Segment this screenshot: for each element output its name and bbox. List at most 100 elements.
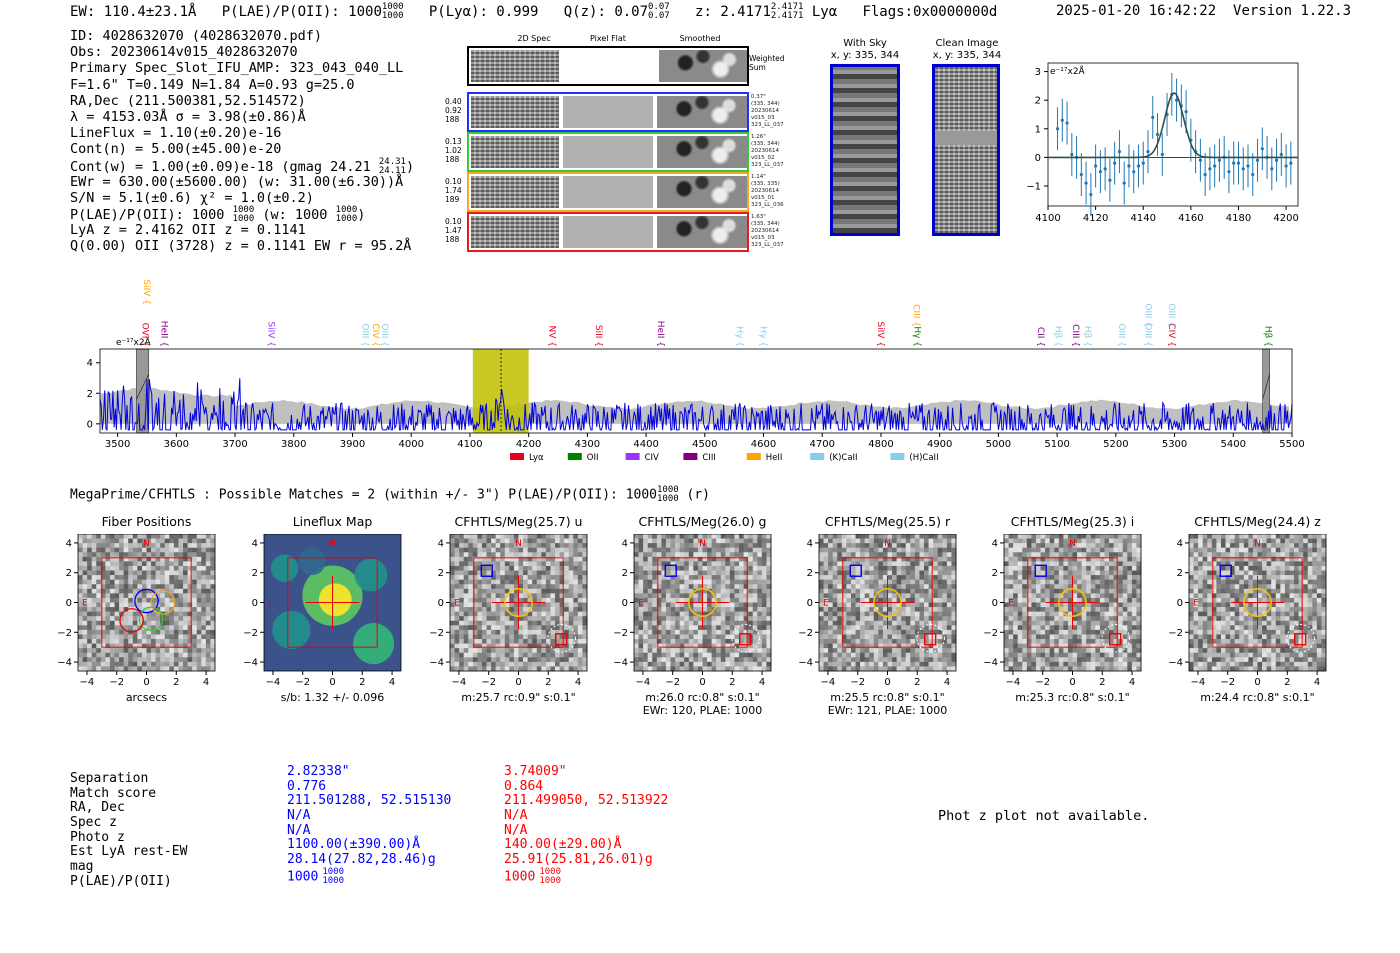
pixel bbox=[1022, 597, 1028, 603]
pixel bbox=[491, 620, 496, 626]
pixel bbox=[545, 584, 551, 590]
pixel bbox=[828, 625, 833, 631]
pixel bbox=[892, 607, 897, 612]
pixel bbox=[850, 639, 856, 644]
pixel bbox=[1109, 538, 1114, 544]
pixel bbox=[914, 593, 920, 599]
pixel bbox=[1035, 543, 1041, 548]
data-point bbox=[1141, 161, 1145, 165]
pixel bbox=[1109, 579, 1114, 585]
pixel bbox=[841, 625, 847, 631]
pixel bbox=[1045, 607, 1050, 612]
pixel bbox=[1136, 602, 1142, 608]
pixel bbox=[545, 547, 551, 553]
pixel bbox=[855, 634, 861, 640]
pixel bbox=[109, 629, 115, 635]
pixel bbox=[675, 648, 680, 654]
pixel bbox=[205, 657, 211, 663]
pixel bbox=[1031, 616, 1037, 622]
pixel bbox=[1127, 657, 1133, 663]
pixel bbox=[196, 657, 202, 663]
pixel bbox=[1122, 593, 1128, 599]
pixel bbox=[882, 575, 888, 580]
pixel bbox=[819, 565, 824, 571]
pixel bbox=[752, 648, 758, 654]
pixel bbox=[638, 657, 644, 663]
pixel bbox=[928, 575, 934, 580]
pixel bbox=[937, 643, 943, 649]
pixel bbox=[697, 588, 703, 594]
stamp-smoothed bbox=[657, 96, 747, 128]
pixel bbox=[679, 634, 685, 640]
pixel bbox=[536, 556, 542, 562]
pixel bbox=[105, 593, 111, 599]
pixel bbox=[841, 643, 847, 649]
pixel bbox=[887, 625, 893, 631]
pixel bbox=[1049, 634, 1055, 640]
pixel bbox=[459, 643, 464, 649]
pixel bbox=[210, 565, 216, 571]
pixel bbox=[841, 607, 847, 612]
pixel bbox=[1049, 556, 1055, 562]
pixel bbox=[887, 629, 893, 635]
pixel bbox=[1013, 593, 1018, 599]
x-tick-label: 3500 bbox=[105, 439, 130, 450]
pixel bbox=[1086, 593, 1092, 599]
pixel bbox=[887, 547, 893, 553]
pixel bbox=[205, 565, 211, 571]
pixel bbox=[656, 648, 662, 654]
pixel bbox=[91, 620, 97, 626]
pixel bbox=[541, 648, 547, 654]
pixel bbox=[582, 611, 588, 617]
pixel bbox=[495, 634, 501, 640]
pixel bbox=[1013, 648, 1018, 654]
pixel bbox=[1054, 661, 1060, 667]
pixel bbox=[1127, 534, 1133, 539]
pixel bbox=[550, 625, 556, 631]
pixel bbox=[192, 556, 198, 562]
pixel bbox=[656, 607, 662, 612]
pixel bbox=[905, 538, 911, 544]
pixel bbox=[491, 538, 496, 544]
pixel bbox=[450, 597, 455, 603]
pixel bbox=[910, 552, 916, 558]
pixel bbox=[761, 570, 767, 576]
fiber-stamp-row bbox=[467, 132, 749, 172]
pixel bbox=[850, 661, 856, 667]
pixel bbox=[697, 597, 703, 603]
stamp-col-title: Pixel Flat bbox=[590, 34, 626, 43]
pixel bbox=[887, 565, 893, 571]
pixel bbox=[942, 643, 948, 649]
pixel bbox=[951, 616, 957, 622]
pixel bbox=[114, 584, 120, 590]
pixel bbox=[734, 579, 740, 585]
pixel bbox=[1090, 579, 1096, 585]
pixel bbox=[523, 597, 528, 603]
pixel bbox=[910, 657, 916, 663]
pixel bbox=[828, 657, 833, 663]
x-tick-label: 0 bbox=[515, 677, 522, 688]
pixel bbox=[114, 629, 120, 635]
pixel bbox=[887, 639, 893, 644]
pixel bbox=[1054, 639, 1060, 644]
pixel bbox=[114, 588, 120, 594]
pixel bbox=[545, 575, 551, 580]
pixel bbox=[761, 634, 767, 640]
unit-label: e⁻¹⁷x2Å bbox=[116, 336, 152, 348]
pixel bbox=[173, 584, 179, 590]
y-tick-label: 2 bbox=[1035, 96, 1041, 107]
pixel bbox=[873, 556, 879, 562]
pixel bbox=[739, 629, 744, 635]
pixel bbox=[1081, 634, 1087, 640]
pixel bbox=[837, 561, 843, 567]
pixel bbox=[656, 616, 662, 622]
spectral-line-label: Hβ { bbox=[1082, 326, 1092, 347]
pixel bbox=[1077, 625, 1082, 631]
pixel bbox=[518, 534, 524, 539]
pixel bbox=[729, 565, 735, 571]
pixel bbox=[91, 534, 97, 539]
pixel bbox=[91, 579, 97, 585]
pixel bbox=[187, 556, 193, 562]
pixel bbox=[577, 570, 583, 576]
